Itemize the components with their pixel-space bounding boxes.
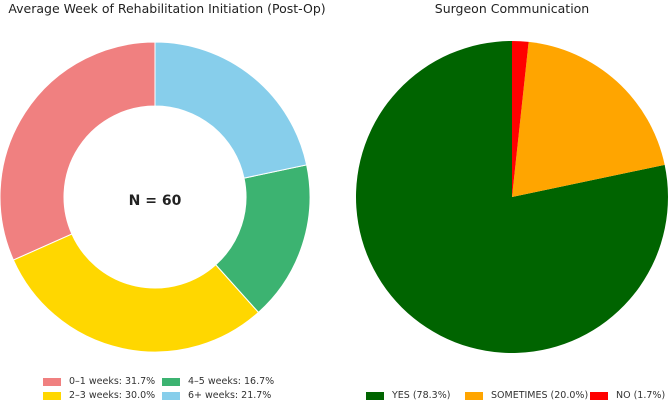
legend-swatch	[465, 391, 483, 400]
pie-slices	[356, 41, 668, 353]
donut-slice-4-5-weeks	[215, 164, 311, 314]
legend-item: YES (78.3%)	[366, 390, 450, 401]
legend-item: NO (1.7%)	[590, 390, 665, 401]
legend-swatch	[366, 391, 384, 400]
rehab-initiation-chart-panel: Average Week of Rehabilitation Initiatio…	[0, 0, 334, 403]
donut-center-label: N = 60	[129, 193, 182, 209]
legend-label: SOMETIMES (20.0%)	[491, 390, 589, 401]
pie-slice-yes	[356, 41, 668, 353]
donut-chart: N = 60	[0, 41, 311, 353]
chart-title: Surgeon Communication	[434, 1, 590, 16]
legend-item: 4–5 weeks: 16.7%	[162, 376, 274, 387]
legend-label: 2–3 weeks: 30.0%	[69, 390, 156, 401]
donut-slice-6-weeks	[154, 41, 308, 179]
pie-chart	[356, 41, 668, 353]
legend-label: 4–5 weeks: 16.7%	[188, 376, 275, 387]
legend-label: YES (78.3%)	[392, 390, 451, 401]
legend-label: 0–1 weeks: 31.7%	[69, 376, 156, 387]
legend-swatch	[162, 391, 180, 400]
legend-item: 6+ weeks: 21.7%	[162, 390, 271, 401]
surgeon-communication-chart-panel: Surgeon Communication YES (78.3%) SOMETIM…	[334, 0, 669, 403]
legend-item: 0–1 weeks: 31.7%	[43, 376, 155, 387]
legend-item: SOMETIMES (20.0%)	[465, 390, 588, 401]
donut-slice-2-3-weeks	[12, 233, 260, 353]
chart-title: Average Week of Rehabilitation Initiatio…	[8, 1, 326, 16]
donut-slice-0-1-weeks	[0, 41, 156, 261]
pie-slice-no	[512, 41, 529, 197]
pie-slice-sometimes	[512, 41, 665, 198]
legend-item: 2–3 weeks: 30.0%	[43, 390, 155, 401]
legend-swatch	[43, 377, 61, 386]
legend-label: 6+ weeks: 21.7%	[188, 390, 272, 401]
donut-slices	[0, 41, 311, 353]
legend-swatch	[590, 391, 608, 400]
legend-swatch	[162, 377, 180, 386]
legend-label: NO (1.7%)	[616, 390, 666, 401]
legend-swatch	[43, 391, 61, 400]
